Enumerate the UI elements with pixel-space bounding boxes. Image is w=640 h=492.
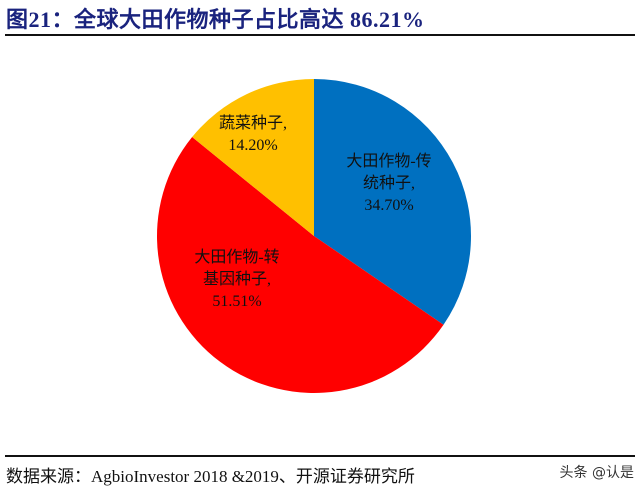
pie-slices bbox=[157, 79, 472, 393]
slice-data-label: 大田作物-传统种子, 34.70% bbox=[346, 152, 431, 214]
pie-slice bbox=[192, 79, 314, 236]
pie-slice bbox=[157, 137, 444, 393]
source-divider bbox=[5, 455, 635, 457]
slice-data-label: 蔬菜种子, 14.20% bbox=[219, 114, 287, 154]
pie-data-labels: 大田作物-传统种子, 34.70% 大田作物-转基因种子, 51.51% 蔬菜种子, 14… bbox=[194, 114, 431, 310]
title-divider bbox=[5, 34, 635, 36]
pie-slice bbox=[314, 79, 472, 325]
figure-title: 图21：全球大田作物种子占比高达 86.21% bbox=[6, 7, 425, 32]
source-note: 数据来源：AgbioInvestor 2018 &2019、开源证券研究所 bbox=[6, 467, 415, 486]
slice-data-label: 大田作物-转基因种子, 51.51% bbox=[194, 248, 279, 310]
watermark: 头条 @认是 bbox=[559, 465, 634, 481]
